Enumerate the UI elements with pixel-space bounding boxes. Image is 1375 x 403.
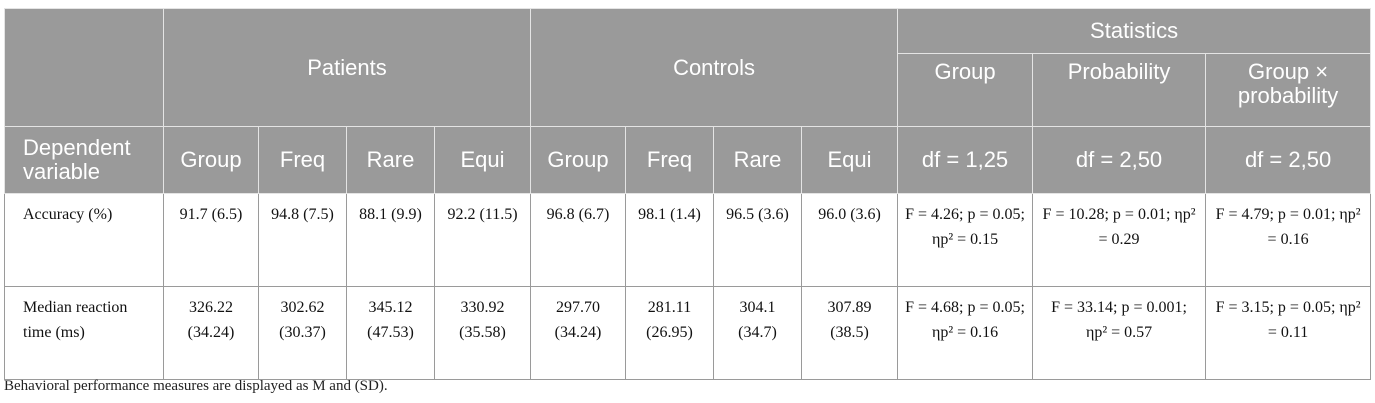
corner-cell <box>4 8 164 127</box>
table-cell: 345.12 (47.53) <box>346 286 435 380</box>
patients-header: Patients <box>163 8 531 127</box>
table-cell: 281.11 (26.95) <box>625 286 714 380</box>
stat-interaction-header: Group × probability <box>1205 53 1372 127</box>
table-cell: 330.92 (35.58) <box>434 286 531 380</box>
column-header: df = 2,50 <box>1205 126 1372 194</box>
row-label: Accuracy (%) <box>4 193 164 287</box>
table-cell: 96.0 (3.6) <box>800 193 899 287</box>
table-cell: 326.22 (34.24) <box>163 286 259 380</box>
results-table: Patients Controls Statistics Group Proba… <box>4 8 1372 380</box>
table-cell: 302.62 (30.37) <box>258 286 347 380</box>
table-cell: 304.1 (34.7) <box>713 286 802 380</box>
table-cell: F = 4.26; p = 0.05; ηp² = 0.15 <box>897 193 1034 287</box>
column-header: df = 1,25 <box>897 126 1034 194</box>
statistics-header: Statistics <box>897 8 1372 54</box>
table-cell: 91.7 (6.5) <box>163 193 259 287</box>
table-cell: 96.5 (3.6) <box>713 193 802 287</box>
table-cell: 94.8 (7.5) <box>258 193 347 287</box>
table-cell: 307.89 (38.5) <box>800 286 899 380</box>
table-cell: 297.70 (34.24) <box>530 286 626 380</box>
table-cell: 88.1 (9.9) <box>346 193 435 287</box>
table-cell: F = 4.79; p = 0.01; ηp² = 0.16 <box>1205 193 1372 287</box>
stat-group-header: Group <box>897 53 1034 127</box>
column-header: df = 2,50 <box>1032 126 1207 194</box>
column-header: Dependent variable <box>4 126 164 194</box>
row-label: Median reaction time (ms) <box>4 286 164 380</box>
table-cell: F = 10.28; p = 0.01; ηp² = 0.29 <box>1032 193 1207 287</box>
stat-probability-header: Probability <box>1032 53 1207 127</box>
column-header: Rare <box>713 126 802 194</box>
column-header: Equi <box>434 126 531 194</box>
column-header: Rare <box>346 126 435 194</box>
table-row: Median reaction time (ms) 326.22 (34.24)… <box>4 286 1372 380</box>
table-cell: F = 33.14; p = 0.001; ηp² = 0.57 <box>1032 286 1207 380</box>
table-cell: 96.8 (6.7) <box>530 193 626 287</box>
table-cell: 98.1 (1.4) <box>625 193 714 287</box>
table-row: Accuracy (%) 91.7 (6.5) 94.8 (7.5) 88.1 … <box>4 193 1372 287</box>
column-header: Freq <box>258 126 347 194</box>
table-cell: 92.2 (11.5) <box>434 193 531 287</box>
column-header: Freq <box>625 126 714 194</box>
table-footnote: Behavioral performance measures are disp… <box>4 378 388 394</box>
column-header: Group <box>163 126 259 194</box>
table-cell: F = 3.15; p = 0.05; ηp² = 0.11 <box>1205 286 1372 380</box>
column-header: Equi <box>800 126 899 194</box>
table-cell: F = 4.68; p = 0.05; ηp² = 0.16 <box>897 286 1034 380</box>
column-header: Group <box>530 126 626 194</box>
controls-header: Controls <box>529 8 899 127</box>
